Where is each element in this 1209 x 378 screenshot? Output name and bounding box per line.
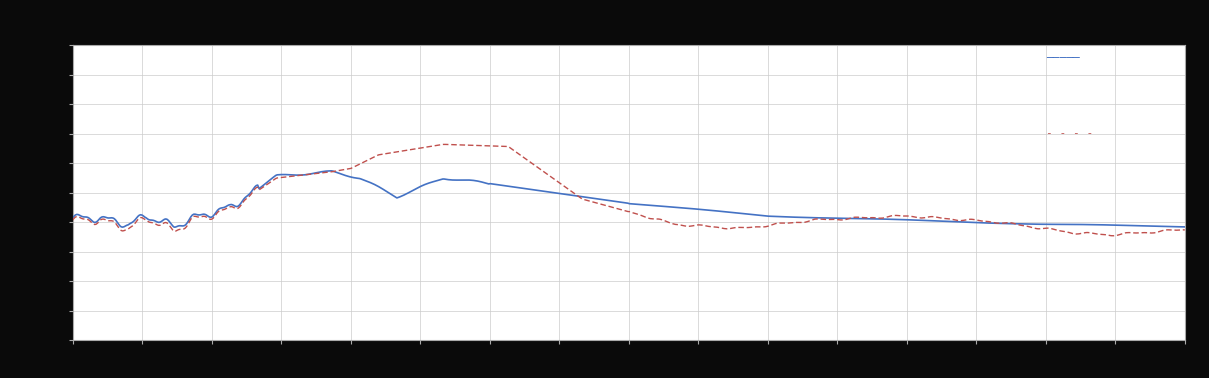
Text: - - - -: - - - - (1046, 128, 1093, 138)
Text: ─────: ───── (1046, 53, 1080, 62)
